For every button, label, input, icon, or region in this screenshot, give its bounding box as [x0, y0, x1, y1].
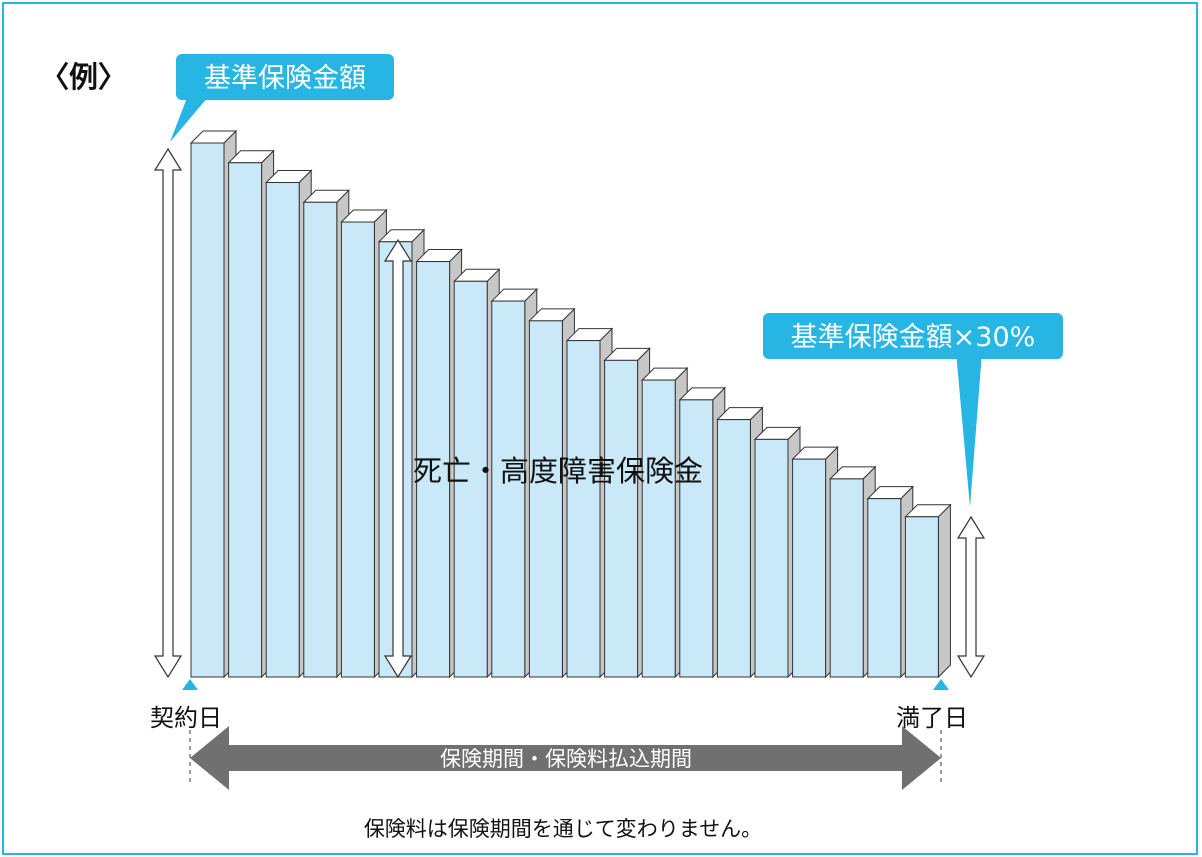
min-amount-label: 基準保険金額×30% [791, 322, 1036, 353]
bar-front [867, 498, 902, 678]
period-label: 保険期間・保険料払込期間 [440, 747, 692, 771]
bar-series [189, 129, 952, 679]
bar-front [416, 261, 451, 678]
bar-front [303, 201, 338, 678]
base-amount-callout: 基準保険金額 [170, 54, 394, 142]
bar-front [190, 142, 225, 678]
bar-front [265, 182, 300, 678]
end-date-label: 満了日 [896, 704, 968, 732]
bar-front [228, 162, 263, 678]
end-date-marker [933, 679, 949, 690]
bar-front [528, 320, 563, 678]
min-amount-arrow [956, 515, 986, 679]
benefit-label: 死亡・高度障害保険金 [413, 454, 703, 488]
base-amount-label: 基準保険金額 [204, 63, 366, 94]
bar-side [937, 503, 951, 679]
start-date-marker [182, 679, 198, 690]
bar-front [453, 280, 488, 678]
bar-front [904, 516, 939, 678]
bar-front [604, 359, 639, 678]
bar-front [716, 419, 751, 678]
bar-front [829, 478, 864, 678]
bar-front [641, 379, 676, 678]
min-amount-callout: 基準保険金額×30% [763, 313, 1063, 507]
bar-front [792, 458, 827, 678]
period-arrow [190, 726, 941, 790]
bar-front [340, 221, 375, 678]
benefit-arrow [383, 238, 413, 679]
premium-note: 保険料は保険期間を通じて変わりません。 [364, 817, 762, 841]
bar [904, 503, 952, 679]
bar-front [754, 438, 789, 678]
start-date-label: 契約日 [150, 704, 222, 732]
example-label: 〈例〉 [40, 60, 127, 94]
bar-front [679, 399, 714, 678]
bar-front [491, 300, 526, 678]
bar [866, 485, 915, 679]
base-amount-arrow [153, 147, 183, 679]
bar-front [566, 340, 601, 678]
